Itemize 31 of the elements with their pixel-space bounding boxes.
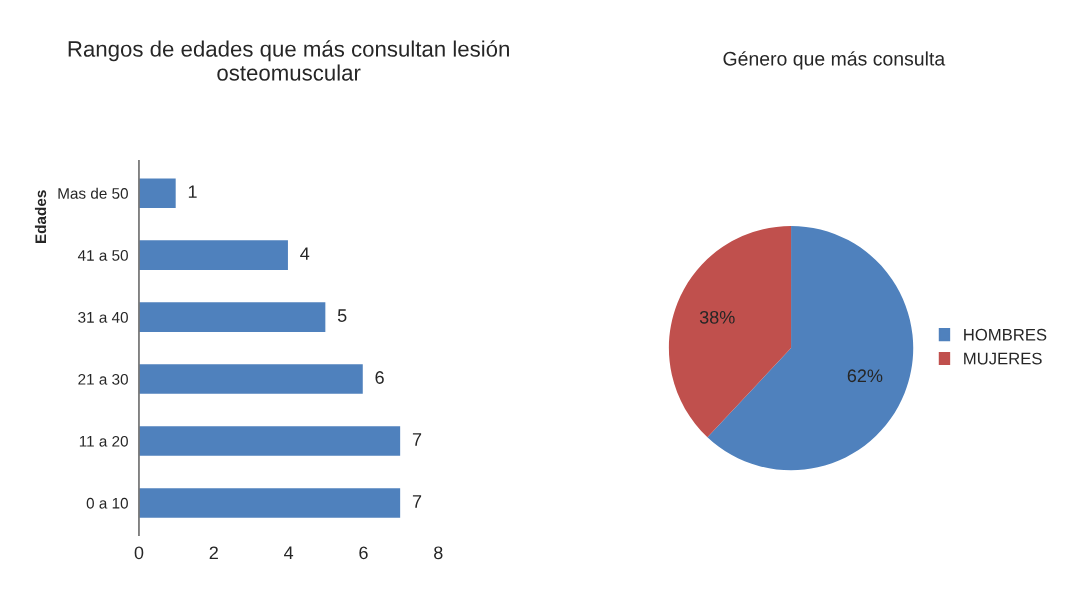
pie-slice — [668, 225, 792, 438]
bar — [138, 486, 402, 520]
data-label: 1 — [188, 185, 197, 198]
bar — [138, 176, 178, 210]
x-tick-label: 8 — [434, 546, 443, 560]
y-tick-label: 31 a 40 — [78, 311, 128, 323]
y-tick-label: 11 a 20 — [79, 435, 128, 447]
y-tick-label: 21 a 30 — [78, 373, 128, 385]
data-label: 7 — [412, 433, 422, 446]
bar — [138, 238, 290, 272]
data-label: 5 — [337, 309, 347, 322]
bar — [138, 362, 365, 396]
y-tick-label: 0 a 10 — [86, 497, 128, 509]
data-label: 4 — [300, 247, 310, 260]
x-tick-label: 6 — [359, 546, 368, 560]
chart-title: Género que más consulta — [723, 51, 946, 70]
chart-title: Rangos de edades que más consultan lesión osteomuscular — [68, 40, 509, 81]
x-tick-label: 2 — [209, 546, 218, 559]
legend-label: HOMBRES — [964, 328, 1047, 341]
legend-label: MUJERES — [964, 352, 1042, 365]
x-tick-label: 0 — [134, 546, 144, 560]
x-tick-label: 4 — [284, 546, 294, 559]
y-tick-label: 41 a 50 — [77, 250, 128, 261]
data-label: 38% — [699, 310, 735, 324]
bar — [138, 300, 327, 334]
y-axis-title: Edades — [34, 190, 47, 244]
bar — [138, 424, 402, 458]
data-label: 62% — [847, 369, 883, 383]
data-label: 6 — [375, 371, 384, 384]
data-label: 7 — [412, 495, 422, 508]
y-tick-label: Mas de 50 — [58, 187, 128, 199]
